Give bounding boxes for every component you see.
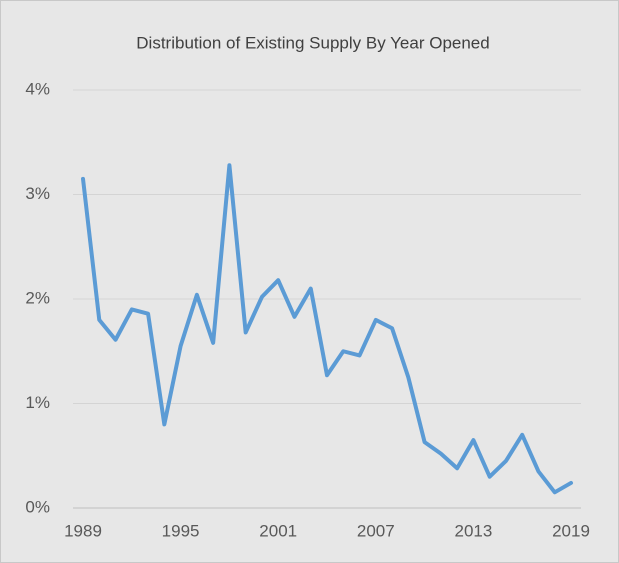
- x-tick-label: 2019: [552, 521, 590, 540]
- x-tick-label: 2001: [259, 521, 297, 540]
- data-line: [81, 163, 573, 495]
- y-tick-label: 2%: [25, 288, 50, 307]
- x-tick-label: 2013: [454, 521, 492, 540]
- chart-title: Distribution of Existing Supply By Year …: [136, 33, 489, 52]
- x-tick-label: 1989: [64, 521, 102, 540]
- y-tick-label: 1%: [25, 393, 50, 412]
- x-tick-label: 1995: [162, 521, 200, 540]
- x-tick-label: 2007: [357, 521, 395, 540]
- y-tick-label: 3%: [25, 184, 50, 203]
- y-tick-label: 4%: [25, 79, 50, 98]
- y-tick-label: 0%: [25, 497, 50, 516]
